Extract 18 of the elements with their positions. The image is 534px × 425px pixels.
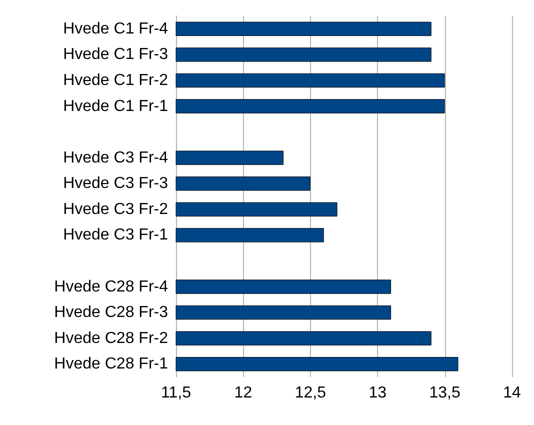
y-tick-label: Hvede C28 Fr-3	[54, 304, 168, 322]
y-tick-label: Hvede C28 Fr-1	[54, 356, 168, 373]
y-tick-label: Hvede C1 Fr-3	[63, 46, 168, 64]
y-tick-label: Hvede C1 Fr-2	[63, 72, 168, 89]
y-tick-label: Hvede C28 Fr-4	[54, 278, 168, 296]
x-tick-label: 11,5	[161, 384, 192, 402]
y-tick-label: Hvede C3 Fr-4	[63, 149, 168, 166]
y-tick-label: Hvede C3 Fr-2	[63, 200, 168, 218]
y-tick-label: Hvede C1 Fr-1	[63, 98, 168, 115]
y-tick-label: Hvede C28 Fr-2	[54, 330, 168, 347]
x-tick-label: 14	[503, 384, 521, 402]
x-tick-label: 12	[234, 384, 252, 402]
y-tick-label: Hvede C1 Fr-4	[63, 20, 168, 38]
x-tick-label: 13,5	[429, 384, 460, 402]
y-tick-label: Hvede C3 Fr-3	[63, 175, 168, 192]
x-tick-label: 12,5	[294, 384, 326, 402]
y-tick-label: Hvede C3 Fr-1	[63, 226, 168, 244]
x-tick-label: 13	[368, 384, 387, 402]
